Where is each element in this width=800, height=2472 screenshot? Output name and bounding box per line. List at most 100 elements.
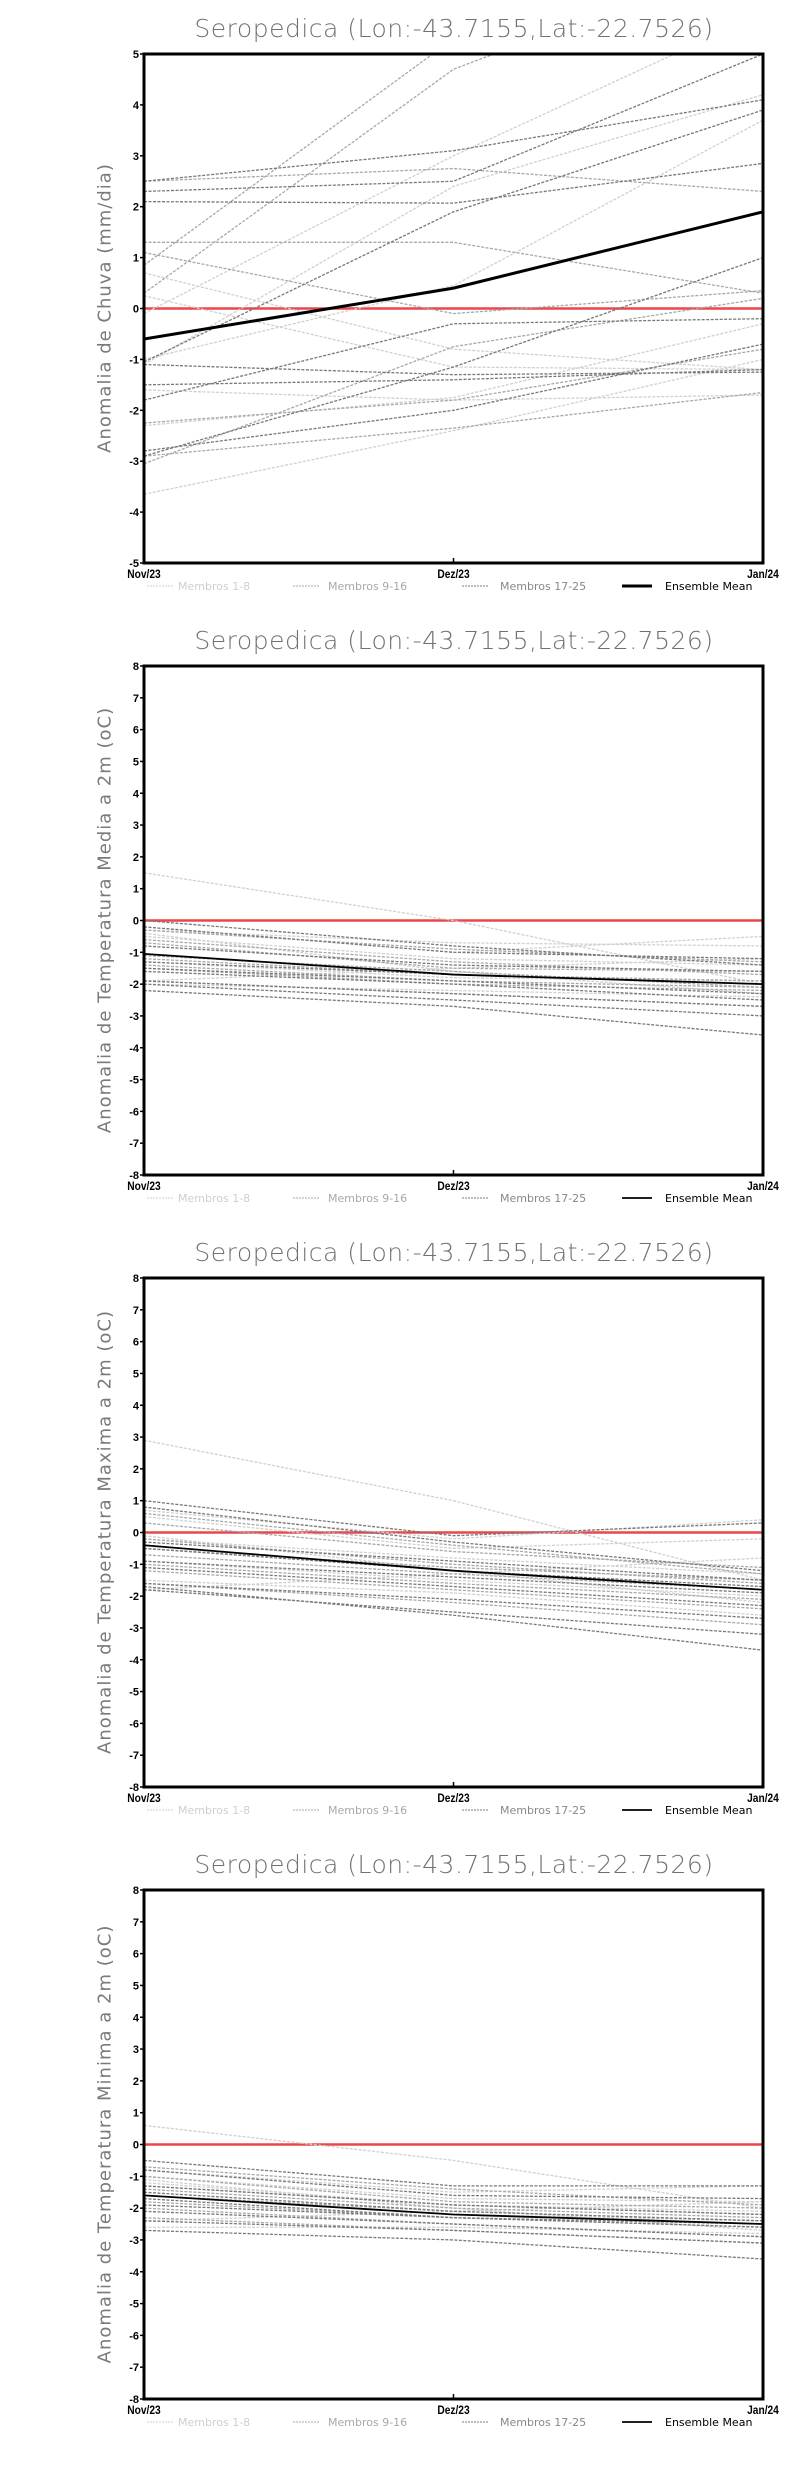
member-line-8: [144, 2226, 763, 2235]
member-line-18: [144, 926, 763, 960]
member-line-21: [144, 363, 763, 376]
member-line-3: [144, 1515, 763, 1550]
member-line-9: [144, 1522, 763, 1569]
legend-label-2: Membros 9-16: [328, 580, 407, 593]
y-tick-label: -5: [129, 2299, 139, 2311]
member-line-18: [144, 54, 763, 193]
y-tick-label: -4: [129, 1655, 140, 1667]
x-tick-label: Dez/23: [437, 1792, 469, 1805]
member-line-16: [144, 348, 763, 424]
y-tick-label: -2: [129, 2203, 139, 2215]
member-line-25: [144, 1547, 763, 1588]
y-tick-label: -6: [129, 1718, 139, 1730]
member-line-14: [144, 391, 763, 457]
member-line-15: [144, 54, 434, 266]
y-tick-label: 6: [133, 1337, 139, 1349]
member-line-24: [144, 2229, 763, 2260]
legend-label-3: Membros 17-25: [500, 580, 586, 593]
chart-svg: -8 -7 -6 -5 -4 -3 -2 -1 0 1 2 3 4 5 6 7 8 Nov/23 Dez/23 Jan…: [127, 1885, 779, 2429]
chart-title: Seropedica (Lon:-43.7155,Lat:-22.7526): [194, 1850, 714, 1879]
y-tick-label: 7: [133, 693, 139, 705]
y-tick-label: 0: [133, 2140, 139, 2152]
member-line-2: [144, 2169, 763, 2193]
x-tick-label: Jan/24: [747, 2404, 779, 2417]
y-tick-label: 1: [133, 253, 139, 265]
y-tick-label: 4: [133, 100, 140, 112]
member-line-19: [144, 162, 763, 204]
ensemble-mean-line: [144, 210, 763, 341]
y-tick-label: 0: [133, 1528, 139, 1540]
y-axis-label: Anomalia de Temperatura Media a 2m (oC): [94, 706, 116, 1134]
member-line-17: [144, 99, 763, 182]
chart-title: Seropedica (Lon:-43.7155,Lat:-22.7526): [194, 14, 714, 43]
member-line-17: [144, 2159, 763, 2187]
legend-label-4: Ensemble Mean: [665, 1804, 752, 1817]
x-tick-label: Dez/23: [437, 1180, 469, 1193]
y-tick-label: -7: [129, 1750, 139, 1762]
y-tick-label: 5: [133, 1368, 139, 1380]
member-line-12: [144, 251, 763, 315]
plot-area: [144, 872, 763, 1036]
ensemble-mean-line: [144, 2194, 763, 2225]
y-tick-label: -7: [129, 1138, 139, 1150]
y-tick-label: -4: [129, 507, 140, 519]
y-tick-label: 1: [133, 2108, 139, 2120]
y-tick-label: 7: [133, 1917, 139, 1929]
member-line-15: [144, 1582, 763, 1626]
y-tick-label: 8: [133, 1885, 139, 1897]
y-tick-label: -3: [129, 1011, 139, 1023]
plot-area: [144, 2124, 763, 2260]
member-line-7: [144, 358, 763, 495]
member-line-18: [144, 2169, 763, 2200]
legend-label-4: Ensemble Mean: [665, 2416, 752, 2429]
y-tick-label: 0: [133, 304, 139, 316]
member-line-4: [144, 1538, 763, 1575]
member-line-7: [144, 2178, 763, 2232]
y-tick-label: 5: [133, 49, 139, 61]
member-line-24: [144, 256, 763, 457]
member-line-14: [144, 2175, 763, 2209]
member-line-1: [144, 54, 677, 315]
y-tick-label: -1: [129, 947, 139, 959]
y-tick-label: -2: [129, 1591, 139, 1603]
member-line-2: [144, 1509, 763, 1540]
legend-label-4: Ensemble Mean: [665, 580, 752, 593]
y-tick-label: -5: [129, 1687, 139, 1699]
plot-area: [144, 54, 763, 495]
member-line-1: [144, 2124, 763, 2209]
member-line-1: [144, 872, 763, 985]
legend-label-1: Membros 1-8: [178, 2416, 250, 2429]
x-tick-label: Nov/23: [127, 2404, 160, 2417]
y-tick-label: 3: [133, 820, 139, 832]
y-tick-label: -5: [129, 1075, 139, 1087]
member-line-14: [144, 942, 763, 973]
member-line-6: [144, 323, 763, 427]
y-tick-label: -1: [129, 354, 139, 366]
y-tick-label: 2: [133, 202, 139, 214]
ensemble-mean-line: [144, 1544, 763, 1591]
member-line-2: [144, 94, 763, 366]
y-tick-label: 2: [133, 852, 139, 864]
member-line-1: [144, 1439, 763, 1581]
y-tick-label: 2: [133, 1464, 139, 1476]
y-tick-label: -2: [129, 979, 139, 991]
ensemble-mean-line: [144, 953, 763, 986]
y-tick-label: -6: [129, 1106, 139, 1118]
y-tick-label: 3: [133, 2044, 139, 2056]
x-tick-label: Dez/23: [437, 568, 469, 581]
member-line-4: [144, 272, 763, 371]
x-tick-label: Nov/23: [127, 1792, 160, 1805]
chart-title: Seropedica (Lon:-43.7155,Lat:-22.7526): [194, 1238, 714, 1267]
x-tick-label: Nov/23: [127, 1180, 160, 1193]
y-tick-label: 5: [133, 756, 139, 768]
y-tick-label: 6: [133, 725, 139, 737]
y-tick-label: 2: [133, 2076, 139, 2088]
y-tick-label: -4: [129, 1043, 140, 1055]
y-tick-label: -8: [129, 1170, 139, 1182]
y-tick-label: 8: [133, 661, 139, 673]
y-axis-label: Anomalia de Chuva (mm/dia): [94, 163, 116, 453]
legend-label-3: Membros 17-25: [500, 1804, 586, 1817]
y-tick-label: -3: [129, 456, 139, 468]
member-line-20: [144, 109, 763, 363]
y-tick-label: -7: [129, 2362, 139, 2374]
